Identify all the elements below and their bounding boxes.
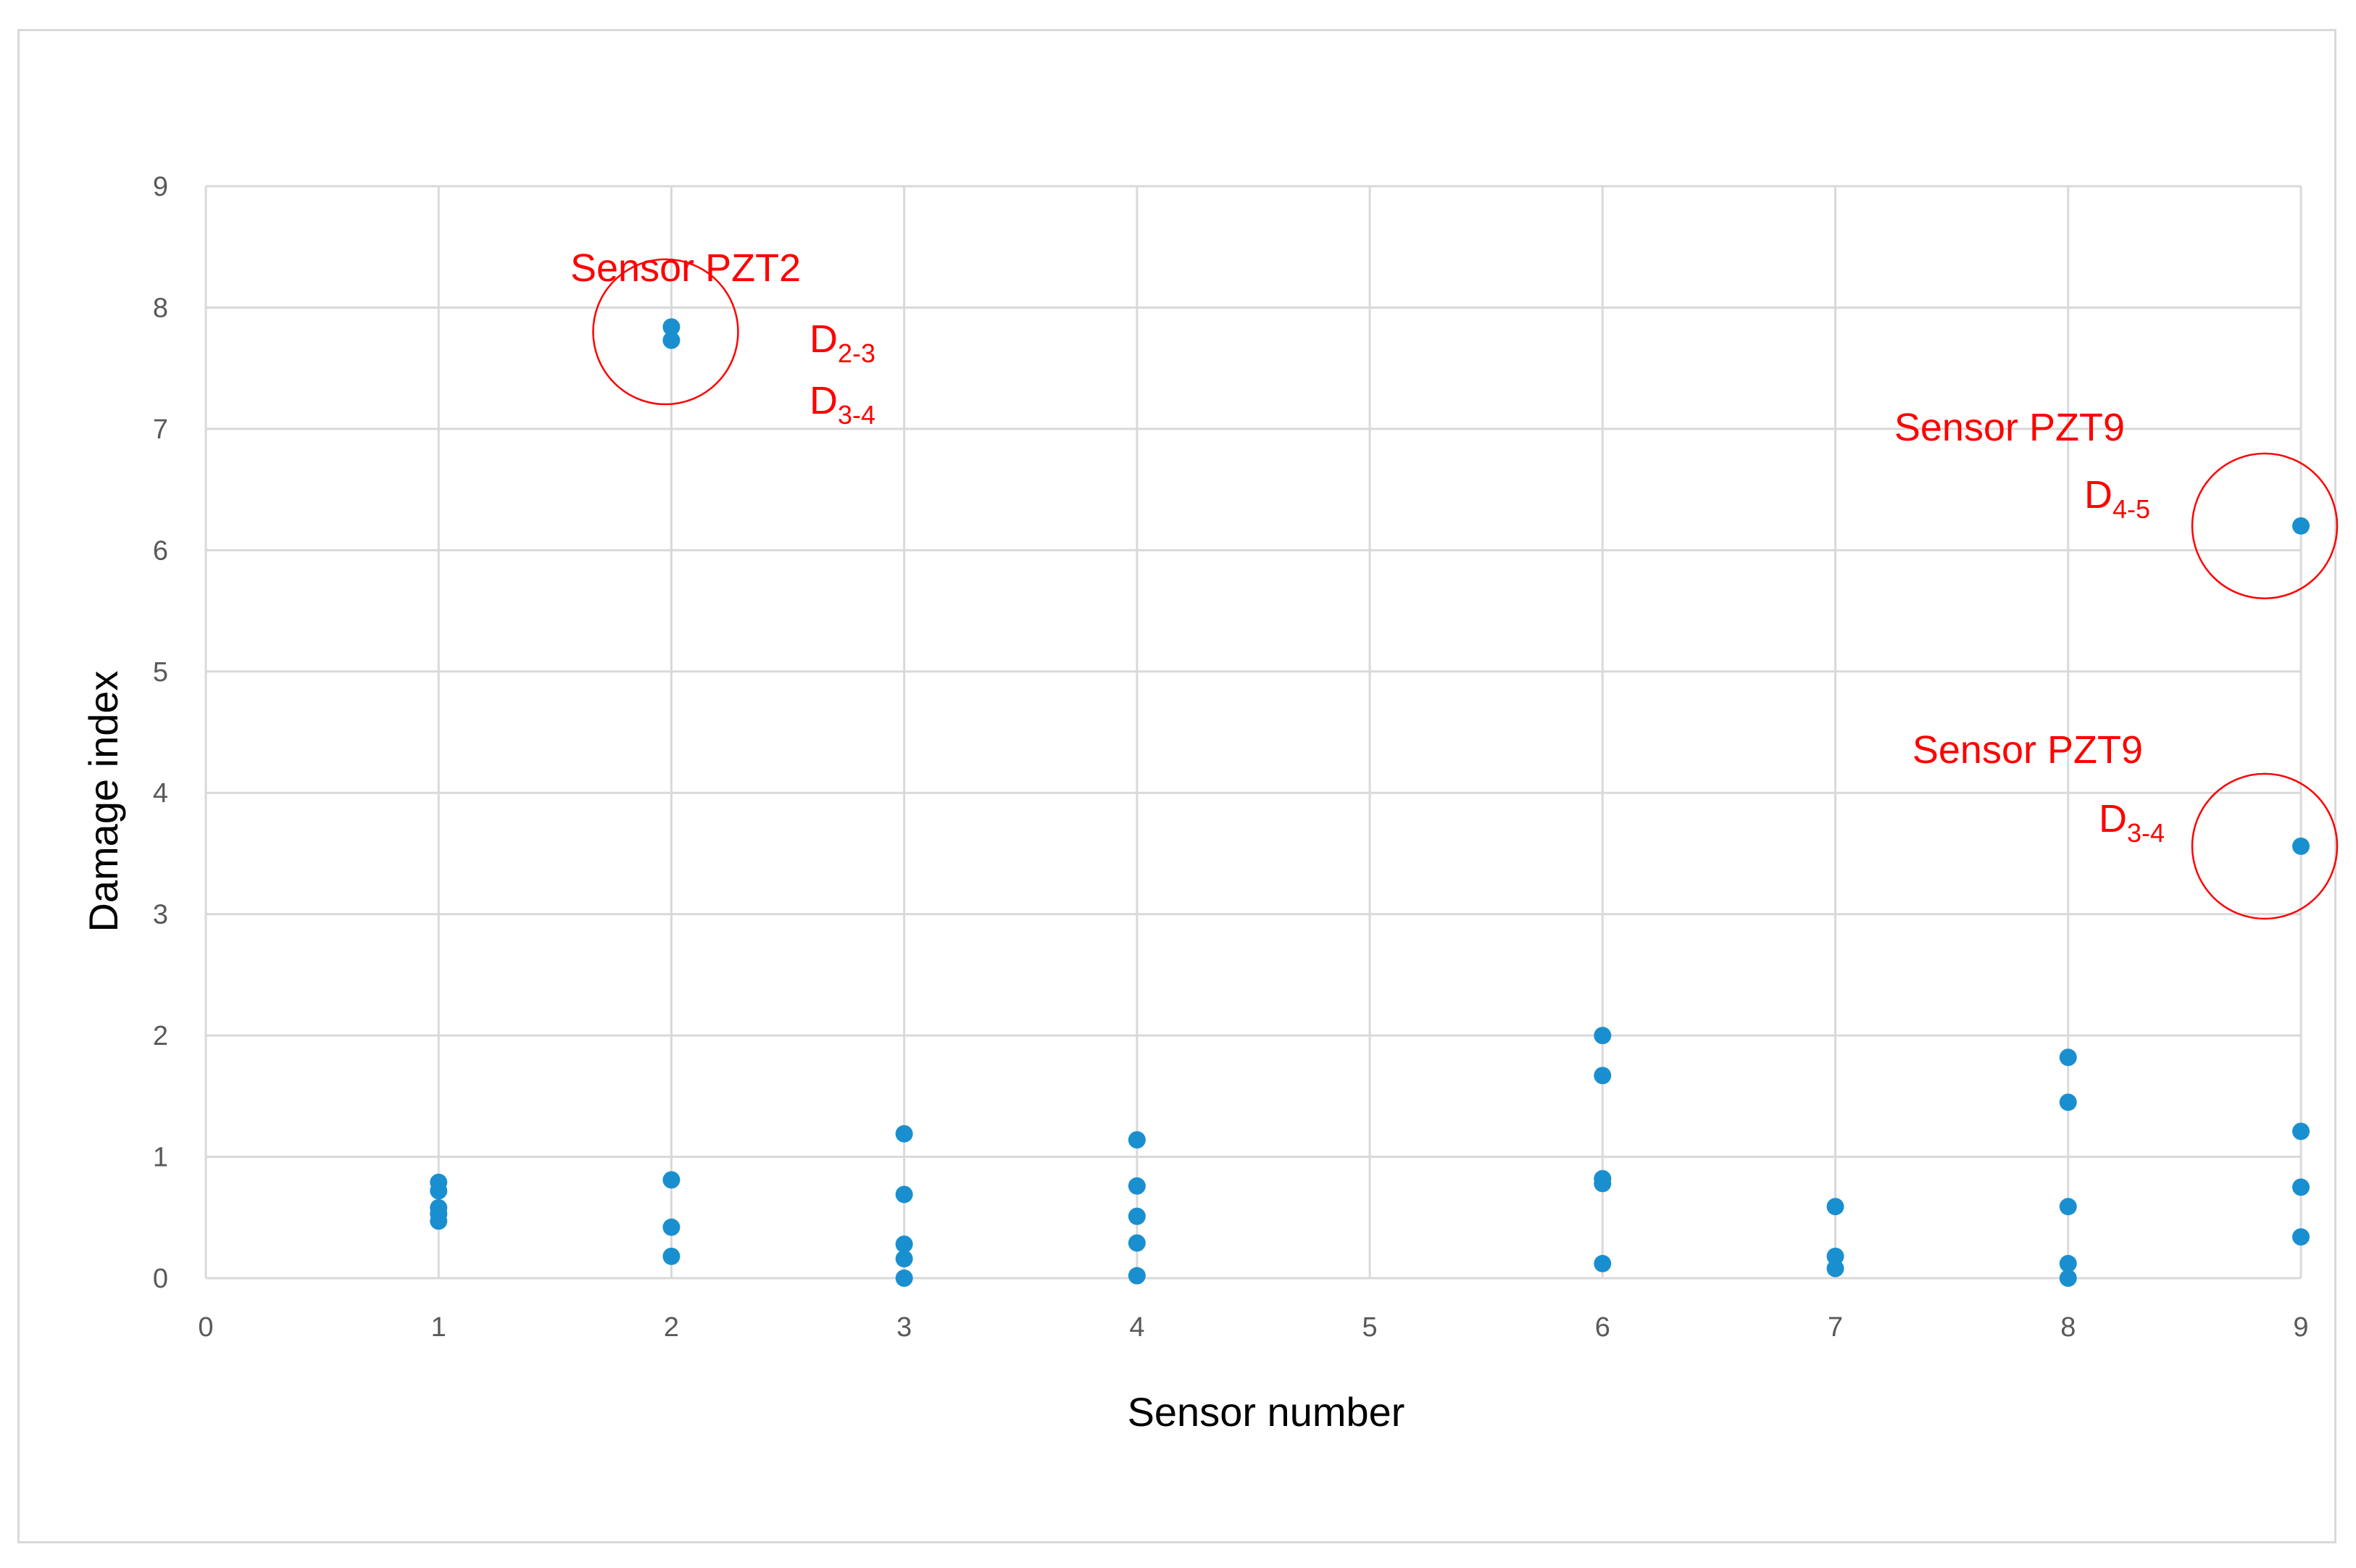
data-point (1128, 1207, 1146, 1225)
data-point (662, 1218, 680, 1236)
annotation-title: Sensor PZT2 (570, 246, 801, 290)
data-point (2292, 1122, 2310, 1140)
annotation-damage-label: D2-3 (809, 317, 875, 368)
data-point (1826, 1259, 1844, 1277)
y-tick-label: 1 (153, 1143, 168, 1173)
data-point (430, 1182, 448, 1200)
data-point (895, 1250, 913, 1268)
data-point (662, 1247, 680, 1265)
data-point (1594, 1067, 1612, 1085)
data-point (1128, 1177, 1146, 1195)
data-point (895, 1235, 913, 1254)
damage-label-letter: D (2099, 797, 2127, 841)
data-point (2059, 1269, 2077, 1287)
annotation-circle (592, 258, 739, 406)
data-point (1594, 1175, 1612, 1193)
damage-label-subscript: 2-3 (838, 338, 875, 368)
data-point (662, 1171, 680, 1189)
x-tick-label: 9 (2293, 1312, 2308, 1343)
data-point (2059, 1093, 2077, 1112)
x-tick-label: 1 (431, 1312, 446, 1343)
data-point (1594, 1254, 1612, 1272)
annotation-title: Sensor PZT9 (1894, 406, 2125, 449)
data-point (1826, 1198, 1844, 1216)
x-tick-label: 2 (664, 1312, 679, 1343)
data-point (2059, 1048, 2077, 1067)
annotation-circle (2191, 452, 2339, 600)
data-point (2059, 1254, 2077, 1272)
x-tick-label: 6 (1595, 1312, 1610, 1343)
data-point (662, 331, 680, 349)
y-tick-label: 4 (153, 778, 168, 809)
data-point (662, 318, 680, 336)
damage-label-letter: D (809, 379, 838, 422)
x-tick-label: 0 (198, 1312, 213, 1343)
y-tick-label: 9 (153, 172, 168, 202)
x-tick-label: 5 (1362, 1312, 1378, 1343)
data-point (1128, 1267, 1146, 1285)
annotation-damage-label: D3-4 (2099, 797, 2165, 848)
y-tick-label: 8 (153, 293, 168, 323)
y-axis-title: Damage index (80, 670, 126, 932)
data-point (1826, 1247, 1844, 1265)
data-point (2292, 837, 2310, 855)
x-axis-title: Sensor number (1128, 1389, 1405, 1435)
data-point (1128, 1234, 1146, 1252)
data-point (2292, 517, 2310, 535)
data-point (1594, 1027, 1612, 1045)
x-tick-label: 3 (896, 1312, 912, 1343)
data-point (1128, 1131, 1146, 1149)
annotation-damage-label: D4-5 (2084, 473, 2150, 524)
data-points (430, 318, 2310, 1287)
data-point (895, 1269, 913, 1287)
data-point (895, 1185, 913, 1204)
y-tick-label: 0 (153, 1264, 168, 1294)
data-point (2059, 1198, 2077, 1216)
y-tick-label: 3 (153, 900, 168, 930)
data-point (895, 1125, 913, 1143)
x-tick-label: 7 (1828, 1312, 1843, 1343)
y-tick-label: 7 (153, 414, 168, 445)
x-tick-labels: 0 1 2 3 4 5 6 7 8 9 (198, 1312, 2308, 1343)
damage-label-letter: D (2084, 473, 2113, 517)
annotation-damage-label: D3-4 (809, 379, 875, 430)
y-tick-label: 6 (153, 535, 168, 566)
damage-label-subscript: 3-4 (838, 400, 875, 430)
damage-label-letter: D (809, 317, 838, 361)
damage-label-subscript: 3-4 (2127, 818, 2165, 848)
annotation-circle (2191, 772, 2339, 920)
y-tick-labels: 0 1 2 3 4 5 6 7 8 9 (153, 172, 168, 1294)
damage-label-subscript: 4-5 (2113, 494, 2150, 524)
grid-lines (204, 185, 2302, 1280)
data-point (2292, 1228, 2310, 1246)
y-tick-label: 2 (153, 1021, 168, 1051)
data-point (430, 1212, 448, 1230)
x-tick-label: 4 (1129, 1312, 1144, 1343)
x-tick-label: 8 (2060, 1312, 2076, 1343)
annotation-title: Sensor PZT9 (1912, 728, 2143, 772)
data-point (2292, 1178, 2310, 1196)
y-tick-label: 5 (153, 657, 168, 688)
